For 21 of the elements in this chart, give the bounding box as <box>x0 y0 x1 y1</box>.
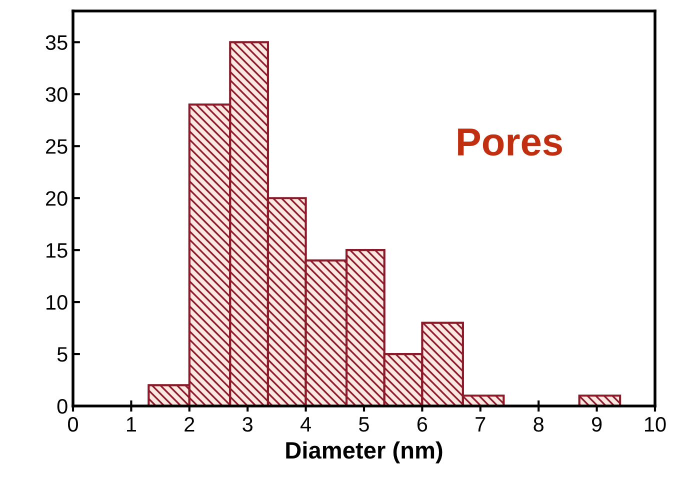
y-tick-label: 20 <box>46 191 68 206</box>
x-tick-label: 6 <box>417 416 428 432</box>
y-tick-label: 35 <box>46 35 68 50</box>
x-tick-label: 10 <box>645 416 666 432</box>
x-tick-label: 3 <box>242 416 252 432</box>
y-tick-label: 0 <box>57 399 68 414</box>
y-tick-label: 30 <box>46 87 68 102</box>
x-tick-label: 1 <box>126 417 136 432</box>
x-tick-label: 7 <box>476 417 486 432</box>
y-tick-label: 25 <box>46 139 68 154</box>
x-tick-label: 2 <box>184 416 194 432</box>
y-tick-label: 5 <box>57 347 68 362</box>
y-tick-label: 10 <box>46 295 68 310</box>
x-tick-label: 5 <box>359 417 369 432</box>
x-tick-label: 4 <box>300 417 311 432</box>
annotation: Pores <box>458 128 562 156</box>
y-tick-label: 15 <box>46 243 68 258</box>
x-tick-label: 0 <box>68 416 78 432</box>
x-tick-label: 9 <box>592 416 602 432</box>
x-tick-label: 8 <box>534 416 544 432</box>
x-axis-title: Diameter (nm) <box>286 441 442 464</box>
